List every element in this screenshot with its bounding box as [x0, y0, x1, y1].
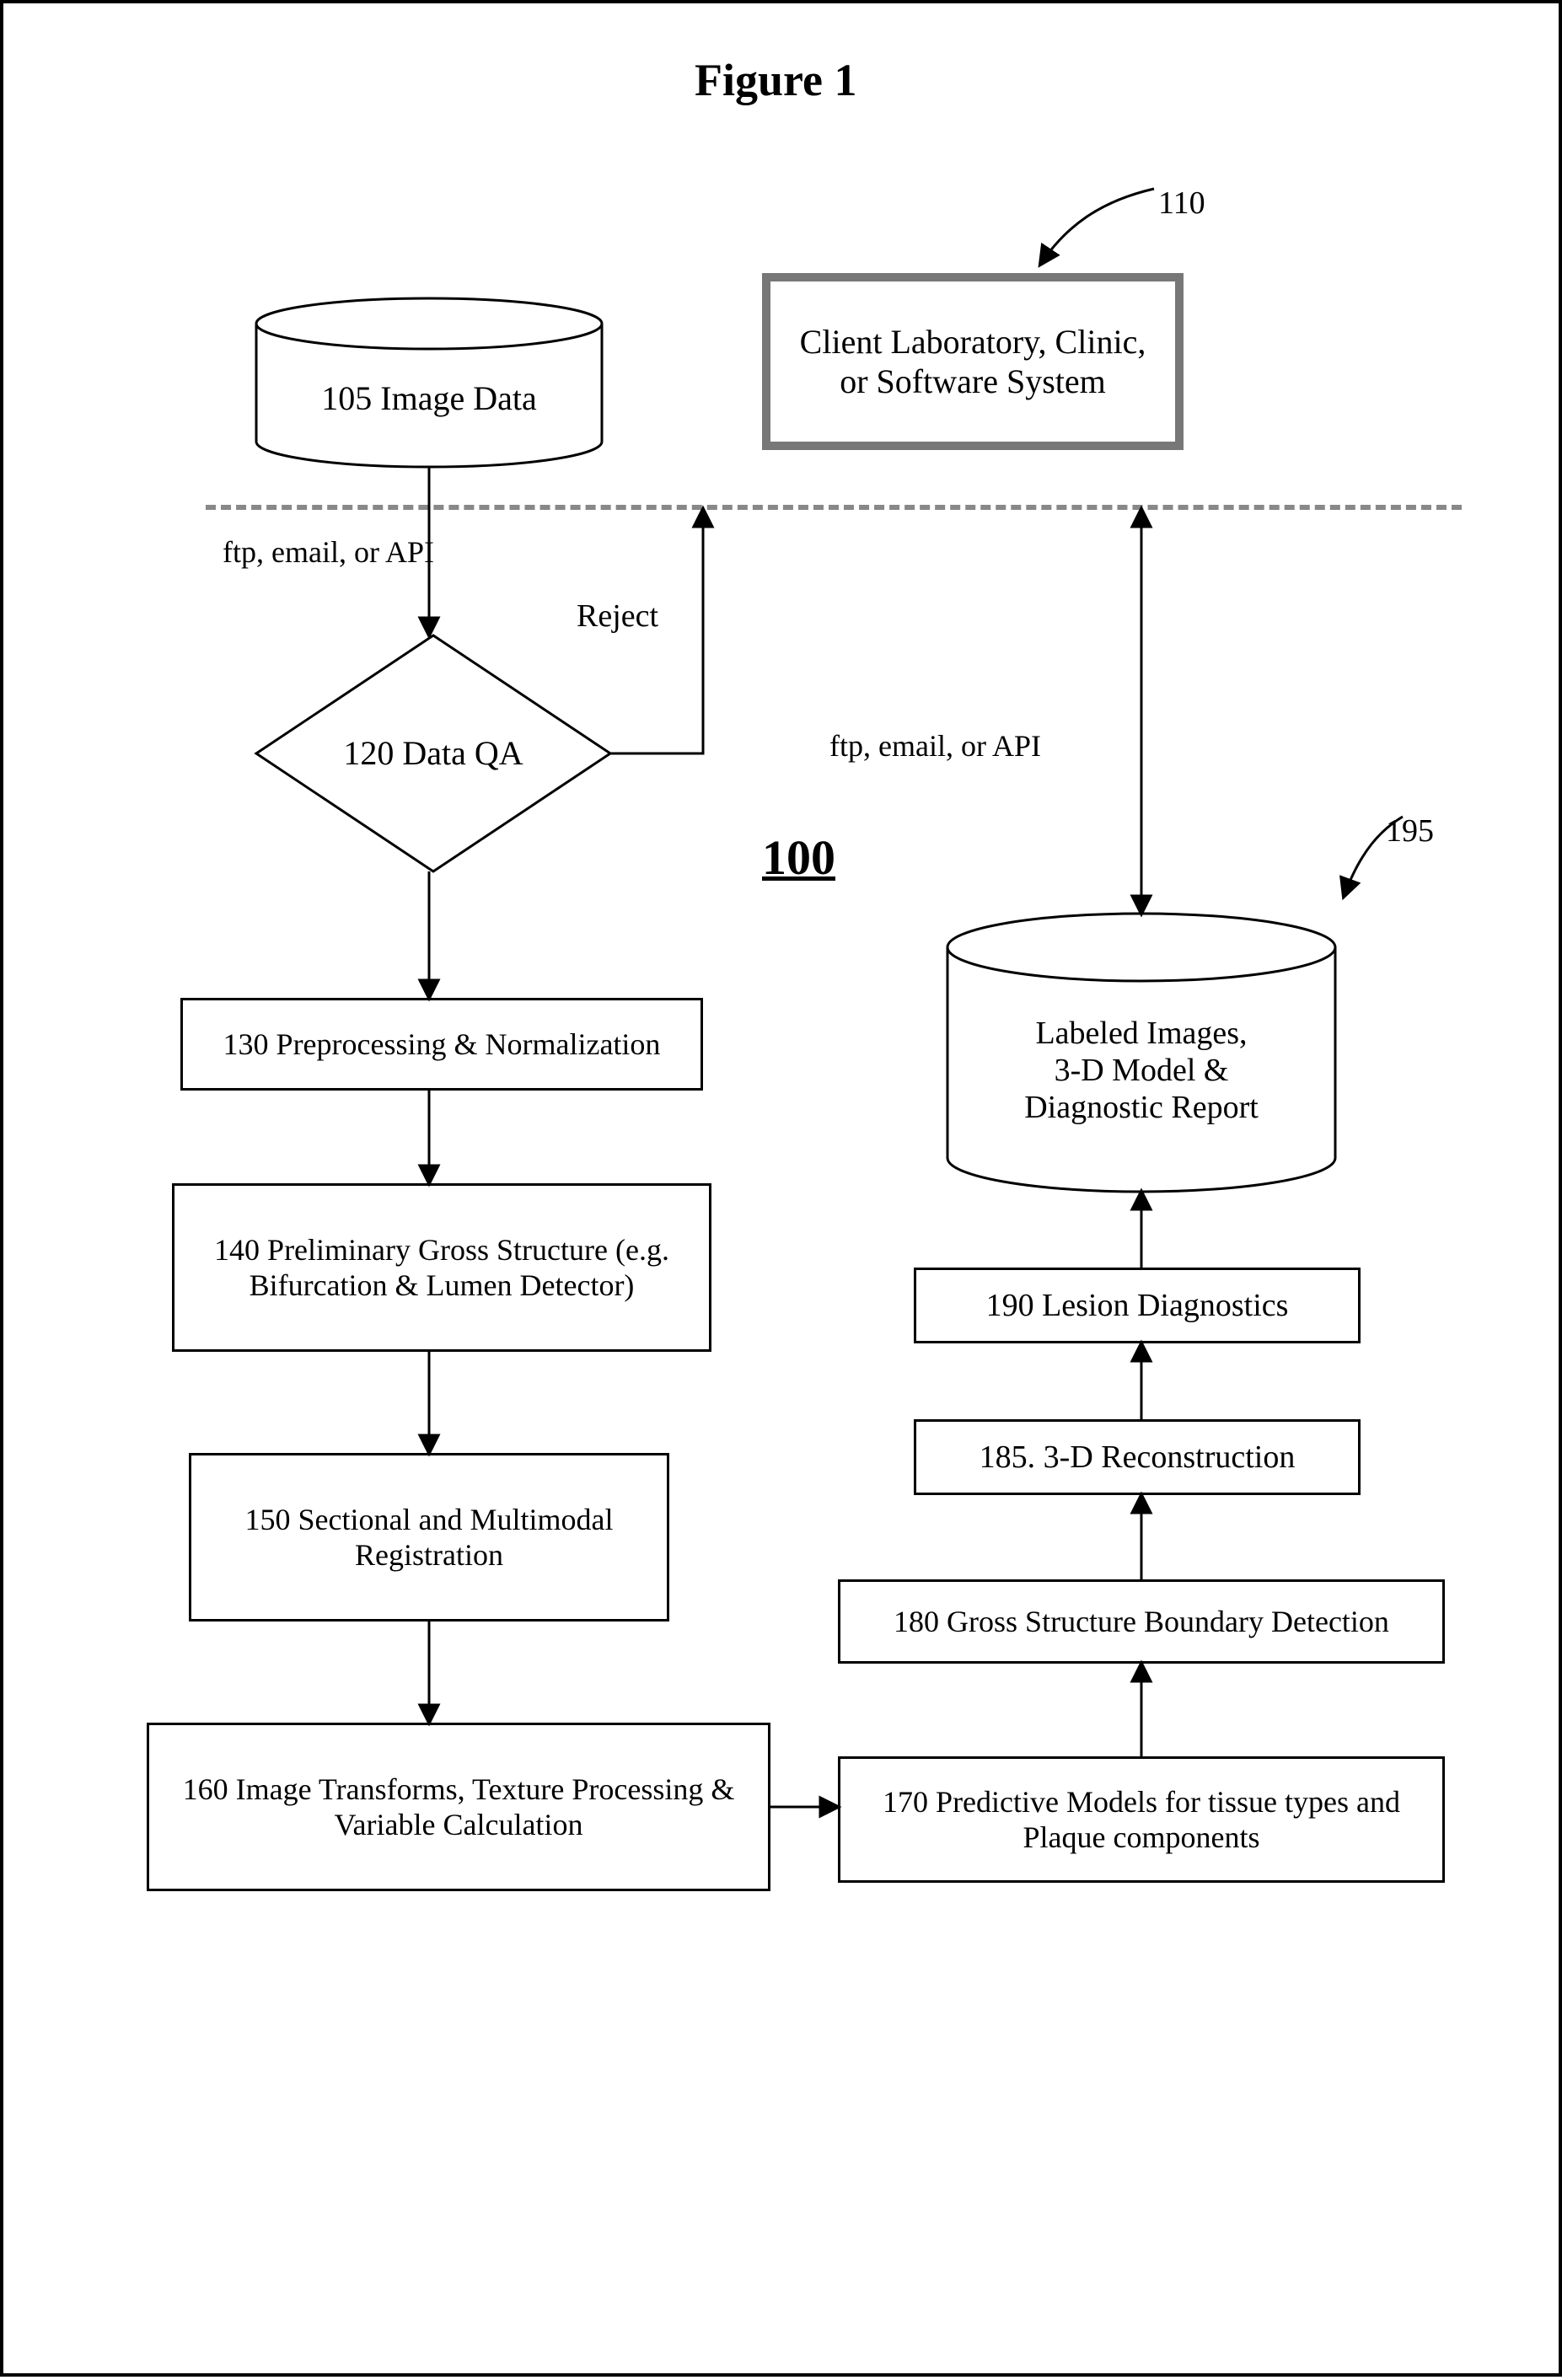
- reject-label: Reject: [577, 598, 658, 635]
- ftp-label-1: ftp, email, or API: [223, 534, 434, 570]
- node-n160: 160 Image Transforms, Texture Processing…: [147, 1723, 770, 1891]
- node-n180: 180 Gross Structure Boundary Detection: [838, 1579, 1445, 1664]
- node-n185: 185. 3-D Reconstruction: [914, 1419, 1361, 1495]
- node-n130: 130 Preprocessing & Normalization: [180, 998, 703, 1091]
- leader-0: [1040, 189, 1154, 265]
- ref-195: 195: [1386, 812, 1434, 850]
- center-number: 100: [762, 829, 835, 886]
- node-n190: 190 Lesion Diagnostics: [914, 1268, 1361, 1343]
- ref-110: 110: [1158, 185, 1205, 222]
- node-n140: 140 Preliminary Gross Structure (e.g. Bi…: [172, 1183, 711, 1352]
- ftp-label-2: ftp, email, or API: [829, 728, 1041, 764]
- dashed-separator: [206, 505, 1462, 510]
- figure-title: Figure 1: [695, 54, 856, 106]
- node-n120: 120 Data QA: [256, 635, 610, 871]
- node-n110: Client Laboratory, Clinic, or Software S…: [762, 273, 1184, 450]
- node-n105: 105 Image Data: [256, 298, 602, 467]
- node-n170: 170 Predictive Models for tissue types a…: [838, 1756, 1445, 1883]
- node-n150: 150 Sectional and Multimodal Registratio…: [189, 1453, 669, 1622]
- node-n195: Labeled Images, 3-D Model & Diagnostic R…: [947, 914, 1335, 1192]
